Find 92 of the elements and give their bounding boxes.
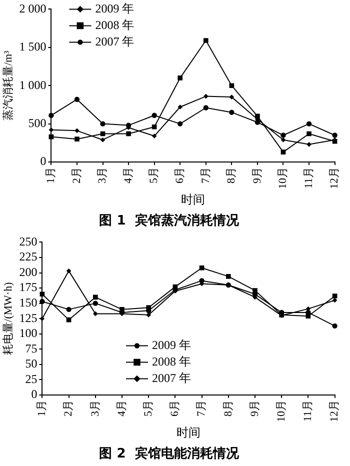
x-tick-label: 7月 <box>196 400 208 416</box>
point <box>178 76 183 80</box>
point <box>332 323 338 329</box>
point <box>48 128 54 132</box>
x-tick-label: 12月 <box>328 400 341 422</box>
x-axis-title: 时间 <box>181 192 205 206</box>
point <box>226 274 231 279</box>
y-tick-label: 100 <box>19 326 38 340</box>
point <box>93 311 98 316</box>
point <box>40 316 45 321</box>
point <box>332 294 338 298</box>
point <box>40 292 45 297</box>
point <box>332 132 338 138</box>
x-tick-label: 1月 <box>36 400 48 416</box>
x-tick-label: 6月 <box>169 400 182 416</box>
point <box>92 300 98 306</box>
legend-label: 2008 年 <box>95 18 134 32</box>
x-tick-label: 4月 <box>122 167 134 184</box>
y-tick-label: 225 <box>19 250 38 264</box>
point <box>92 294 98 300</box>
x-tick-label: 5月 <box>148 167 160 184</box>
x-tick-label: 4月 <box>116 400 128 416</box>
legend-label: 2009 年 <box>152 338 191 352</box>
x-tick-label: 2月 <box>62 400 75 416</box>
point <box>152 134 157 138</box>
point <box>229 110 234 115</box>
text: 图 2 宾馆电能消耗情况 <box>99 446 240 462</box>
point <box>66 268 72 274</box>
y-tick-label: 50 <box>25 356 38 371</box>
y-tick-label: 250 <box>19 234 38 248</box>
y-tick-label: 125 <box>19 310 38 325</box>
point <box>203 38 208 43</box>
point <box>199 265 204 270</box>
point <box>306 121 312 126</box>
x-tick-label: 8月 <box>222 400 234 416</box>
point <box>152 112 157 118</box>
y-tick-label: 1 000 <box>19 78 46 92</box>
x-tick-label: 2月 <box>70 167 83 184</box>
point <box>280 150 286 154</box>
y-tick-label: 0 <box>40 154 46 168</box>
x-tick-label: 8月 <box>226 167 238 184</box>
y-tick-label: 500 <box>28 116 46 130</box>
legend-label: 2007 年 <box>95 34 134 48</box>
point <box>74 128 80 134</box>
y-tick-label: 0 <box>31 387 38 402</box>
point <box>152 124 157 130</box>
x-tick-label: 10月 <box>277 167 290 189</box>
point <box>146 312 151 318</box>
point <box>203 94 208 99</box>
point <box>74 136 80 142</box>
y-axis-title: 蒸汽消耗量/m³ <box>1 50 14 121</box>
x-tick-label: 3月 <box>89 400 102 416</box>
x-tick-label: 6月 <box>174 167 186 184</box>
legend-label: 2009 年 <box>95 1 134 16</box>
y-axis-title: 耗电量/(MW·h) <box>1 282 14 355</box>
point <box>40 298 45 304</box>
point <box>306 131 312 136</box>
point <box>178 121 183 126</box>
x-tick-label: 7月 <box>200 167 212 184</box>
x-tick-label: 9月 <box>251 167 264 184</box>
x-tick-label: 9月 <box>248 400 261 416</box>
y-tick-label: 75 <box>25 341 38 356</box>
x-tick-label: 5月 <box>142 400 154 416</box>
x-tick-label: 12月 <box>328 167 341 189</box>
point <box>178 104 183 110</box>
legend-label: 2008 年 <box>152 354 191 368</box>
point <box>100 137 106 142</box>
x-tick-label: 1月 <box>45 167 58 184</box>
x-tick-label: 11月 <box>302 167 315 189</box>
text: 图 1 宾馆蒸汽消耗情况 <box>99 212 240 229</box>
y-tick-label: 2 000 <box>19 1 46 16</box>
point <box>203 105 208 110</box>
point <box>74 96 80 102</box>
point <box>280 137 286 142</box>
point <box>280 132 286 138</box>
legend-label: 2007 年 <box>152 370 191 385</box>
point <box>229 94 234 100</box>
y-tick-label: 1 500 <box>19 40 46 54</box>
point <box>48 112 54 118</box>
x-tick-label: 3月 <box>96 167 109 184</box>
x-tick-label: 11月 <box>302 400 314 422</box>
point <box>100 121 106 126</box>
y-tick-label: 200 <box>19 264 38 279</box>
point <box>229 83 234 88</box>
y-tick-label: 25 <box>25 372 38 386</box>
y-tick-label: 150 <box>19 295 38 310</box>
point <box>199 278 204 284</box>
point <box>66 306 72 312</box>
y-tick-label: 175 <box>19 280 38 294</box>
x-axis-title: 时间 <box>176 425 200 440</box>
x-tick-label: 10月 <box>275 400 288 422</box>
point <box>126 131 131 136</box>
